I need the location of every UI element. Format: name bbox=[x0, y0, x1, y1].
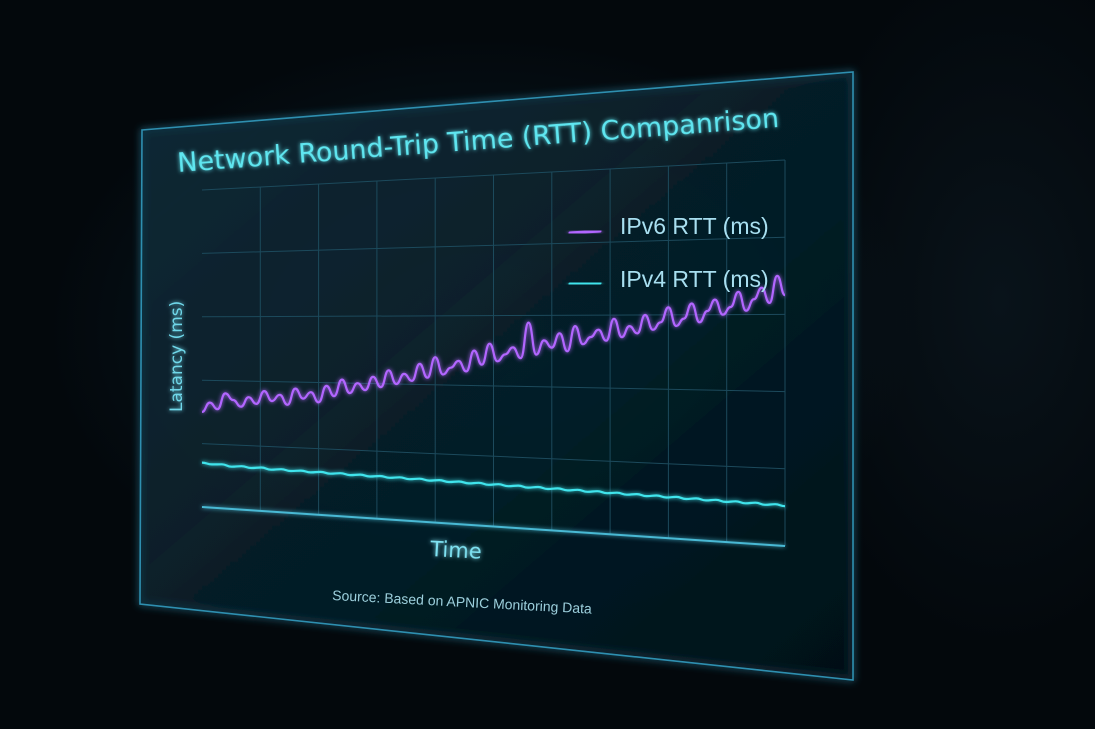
legend: IPv6 RTT (ms) IPv4 RTT (ms) bbox=[568, 213, 769, 292]
x-axis-label: Time bbox=[429, 537, 483, 564]
x-axis-line bbox=[201, 506, 786, 547]
chart-grid bbox=[201, 159, 786, 546]
grid-line-horizontal bbox=[201, 379, 786, 393]
legend-label-ipv6: IPv6 RTT (ms) bbox=[620, 213, 769, 239]
grid-line-horizontal bbox=[201, 443, 786, 470]
grid-line-horizontal bbox=[201, 159, 786, 191]
legend-swatch-ipv6 bbox=[568, 229, 602, 235]
legend-label-ipv4: IPv4 RTT (ms) bbox=[620, 266, 769, 292]
grid-line-horizontal bbox=[201, 236, 786, 254]
series-line-ipv6 bbox=[201, 274, 786, 413]
series-layer bbox=[201, 274, 786, 508]
grid-line-horizontal bbox=[201, 313, 786, 318]
legend-swatch-ipv4 bbox=[568, 281, 602, 286]
series-line-ipv4 bbox=[201, 461, 786, 508]
y-axis-label: Latancy (ms) bbox=[167, 301, 187, 412]
